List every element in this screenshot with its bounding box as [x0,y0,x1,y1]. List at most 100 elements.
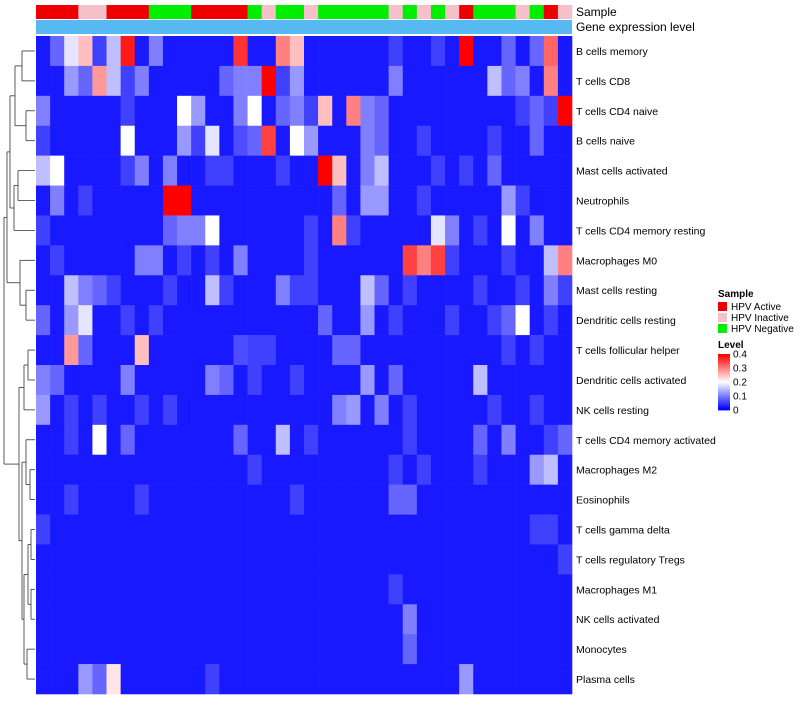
heatmap-cell [515,544,530,575]
legend-sample-swatch [718,324,727,333]
heatmap-cell [261,245,277,276]
heatmap-cell [177,634,192,665]
heatmap-cell [430,245,446,276]
legend-level-title: Level [718,340,744,351]
heatmap-cell [374,185,389,216]
heatmap-cell [360,155,375,186]
sample-annotation-cell [50,5,65,19]
heatmap-cell [247,454,262,485]
heatmap-cell [233,544,248,575]
legend-level-swatch [718,386,730,388]
heatmap-cell [36,155,51,186]
heatmap-cell [191,544,206,575]
heatmap-cell [515,245,530,276]
heatmap-cell [543,574,559,605]
heatmap-cell [501,424,516,456]
heatmap-cell [388,245,404,276]
heatmap-cell [148,95,164,127]
heatmap-cell [557,36,573,67]
heatmap-cell [106,36,121,67]
heatmap-cell [162,454,178,485]
heatmap-cell [247,634,262,665]
heatmap-cell [261,634,277,665]
heatmap-cell [50,95,65,127]
heatmap-cell [92,544,107,575]
heatmap-cell [445,95,460,127]
sample-annotation-cell [289,5,305,19]
heatmap-cell [261,365,277,396]
heatmap-cell [50,245,65,276]
heatmap-cell [36,305,51,336]
heatmap-cell [148,305,164,336]
heatmap-cell [247,65,262,97]
heatmap-cell [557,305,573,336]
heatmap-cell [50,424,65,456]
heatmap-cell [374,335,389,366]
heatmap-cell [36,664,51,695]
heatmap-cell [50,634,65,665]
heatmap-cell [543,185,559,216]
heatmap-cell [430,514,446,545]
heatmap-cell [162,245,178,276]
legend-level-swatch [718,356,730,359]
heatmap-cell [557,574,573,605]
heatmap-cell [487,65,502,97]
heatmap-cell [92,215,107,246]
heatmap-cell [543,664,559,695]
heatmap-cell [473,155,488,186]
heatmap-cell [134,305,150,336]
heatmap-cell [374,275,389,306]
heatmap-cell [233,155,248,186]
heatmap-cell [191,305,206,336]
heatmap-cell [64,185,79,216]
heatmap-cell [473,544,488,575]
row-label: Eosinophils [576,495,630,507]
row-label: B cells memory [576,46,649,58]
heatmap-cell [36,424,51,456]
heatmap-cell [543,125,559,156]
heatmap-cell [275,544,291,575]
heatmap-cell [388,155,404,186]
heatmap-cell [275,604,291,635]
heatmap-cell [275,36,291,67]
heatmap-cell [106,275,121,306]
heatmap-cell [106,574,121,605]
heatmap-cell [445,514,460,545]
heatmap-cell [92,604,107,635]
heatmap-cell [289,484,305,515]
heatmap-cell [233,125,248,156]
heatmap-cell [148,574,164,605]
heatmap-cell [148,36,164,67]
heatmap-cell [247,604,262,635]
heatmap-cell [148,484,164,515]
row-label: Macrophages M0 [576,255,657,267]
heatmap-cell [134,634,150,665]
legend-sample-swatch [718,302,727,311]
heatmap-cell [473,335,488,366]
heatmap-cell [64,484,79,515]
heatmap-cell [233,335,248,366]
legend-level-swatch [718,369,730,372]
heatmap-cell [64,544,79,575]
heatmap-cell [445,604,460,635]
heatmap-cell [473,394,488,426]
heatmap-cell [388,424,404,456]
heatmap-cell [529,215,545,246]
heatmap-cell [332,365,347,396]
heatmap-cell [487,335,502,366]
heatmap-cell [501,365,516,396]
legend-level-swatch [718,389,730,391]
heatmap-cell [416,185,432,216]
heatmap-cell [388,544,404,575]
heatmap-cell [92,185,107,216]
heatmap-cell [78,394,93,426]
heatmap-cell [459,125,474,156]
heatmap-cell [64,454,79,485]
heatmap-cell [120,245,136,276]
sample-annotation-cell [134,5,150,19]
heatmap-cell [92,335,107,366]
heatmap-cell [459,215,474,246]
heatmap-cell [388,634,404,665]
heatmap-cell [78,634,93,665]
legend-level-swatch [718,370,730,373]
